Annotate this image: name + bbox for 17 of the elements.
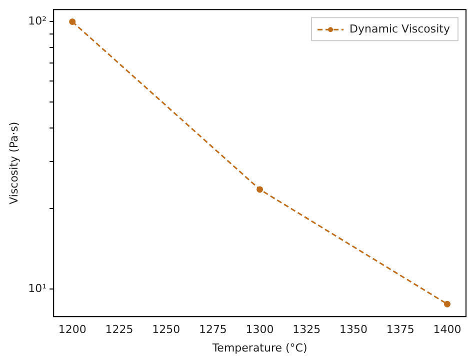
x-tick-label: 1325 bbox=[292, 323, 321, 336]
x-tick-label: 1350 bbox=[340, 323, 368, 336]
x-tick-label: 1375 bbox=[386, 323, 414, 336]
x-tick-label: 1300 bbox=[246, 323, 274, 336]
x-axis-title: Temperature (°C) bbox=[211, 341, 308, 354]
point bbox=[256, 186, 264, 193]
y-tick-label: 10² bbox=[28, 14, 47, 28]
x-tick-label: 1200 bbox=[58, 323, 86, 336]
x-tick-label: 1275 bbox=[198, 323, 227, 336]
y-axis-title: Viscosity (Pa·s) bbox=[7, 122, 20, 204]
point bbox=[69, 18, 76, 25]
x-tick-label: 1250 bbox=[152, 323, 180, 336]
legend-label: Dynamic Viscosity bbox=[350, 22, 450, 36]
x-tick-label: 1400 bbox=[433, 323, 462, 336]
x-tick-label: 1225 bbox=[105, 323, 134, 336]
y-tick-label: 10¹ bbox=[28, 282, 47, 296]
point bbox=[444, 300, 451, 308]
